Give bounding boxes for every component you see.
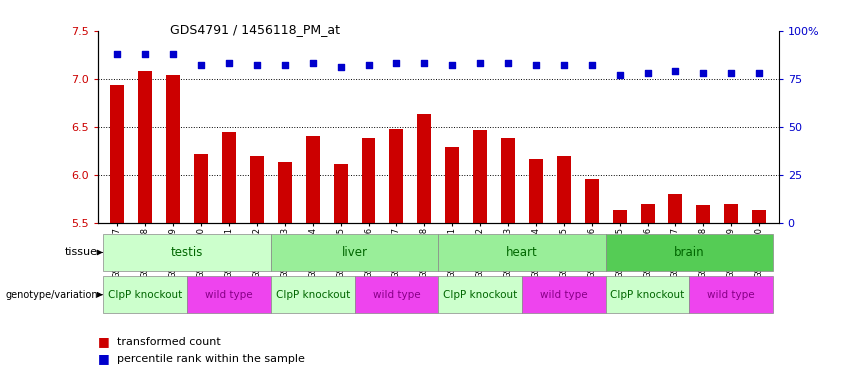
Bar — [187, 276, 271, 313]
Bar — [689, 276, 773, 313]
Bar — [277, 162, 292, 223]
Text: wild type: wild type — [205, 290, 253, 300]
Text: percentile rank within the sample: percentile rank within the sample — [117, 354, 305, 364]
Bar — [445, 147, 460, 223]
Bar — [724, 204, 738, 223]
Point — [752, 70, 766, 76]
Bar — [668, 194, 683, 223]
Point — [557, 62, 571, 68]
Text: wild type: wild type — [540, 290, 588, 300]
Bar — [194, 154, 208, 223]
Point — [167, 51, 180, 57]
Point — [390, 60, 403, 66]
Text: heart: heart — [506, 246, 538, 259]
Point — [641, 70, 654, 76]
Text: brain: brain — [674, 246, 705, 259]
Bar — [166, 75, 180, 223]
Point — [501, 60, 515, 66]
Point — [418, 60, 431, 66]
Bar — [362, 138, 375, 223]
Point — [334, 64, 347, 70]
Text: transformed count: transformed count — [117, 337, 220, 347]
Point — [362, 62, 375, 68]
Point — [473, 60, 487, 66]
Bar — [557, 156, 571, 223]
Bar — [417, 114, 431, 223]
Text: ■: ■ — [98, 335, 110, 348]
Text: tissue: tissue — [65, 247, 98, 258]
Point — [724, 70, 738, 76]
Bar — [250, 156, 264, 223]
Bar — [355, 276, 438, 313]
Point — [194, 62, 208, 68]
Point — [445, 62, 459, 68]
Bar — [606, 276, 689, 313]
Text: ■: ■ — [98, 353, 110, 366]
Point — [613, 72, 626, 78]
Bar — [306, 136, 320, 223]
Bar — [696, 205, 711, 223]
Bar — [104, 276, 187, 313]
Text: ClpP knockout: ClpP knockout — [108, 290, 182, 300]
Text: ClpP knockout: ClpP knockout — [276, 290, 350, 300]
Text: testis: testis — [171, 246, 203, 259]
Point — [669, 68, 683, 74]
Bar — [473, 130, 487, 223]
Point — [111, 51, 124, 57]
Bar — [139, 71, 152, 223]
Bar — [529, 159, 543, 223]
Point — [585, 62, 598, 68]
Bar — [271, 276, 355, 313]
Bar — [501, 138, 515, 223]
Text: wild type: wild type — [707, 290, 755, 300]
Text: liver: liver — [341, 246, 368, 259]
Text: wild type: wild type — [373, 290, 420, 300]
Bar — [585, 179, 599, 223]
Bar — [334, 164, 347, 223]
Bar — [222, 132, 236, 223]
Point — [250, 62, 264, 68]
Point — [529, 62, 543, 68]
Bar — [111, 86, 124, 223]
Text: GDS4791 / 1456118_PM_at: GDS4791 / 1456118_PM_at — [170, 23, 340, 36]
Bar — [104, 234, 271, 271]
Point — [278, 62, 292, 68]
Bar — [606, 234, 773, 271]
Bar — [438, 234, 606, 271]
Point — [139, 51, 152, 57]
Bar — [390, 129, 403, 223]
Text: ClpP knockout: ClpP knockout — [610, 290, 685, 300]
Bar — [752, 210, 766, 223]
Bar — [438, 276, 522, 313]
Bar — [271, 234, 438, 271]
Text: genotype/variation: genotype/variation — [5, 290, 98, 300]
Bar — [522, 276, 606, 313]
Bar — [613, 210, 626, 223]
Point — [222, 60, 236, 66]
Bar — [641, 204, 654, 223]
Text: ClpP knockout: ClpP knockout — [443, 290, 517, 300]
Point — [696, 70, 710, 76]
Point — [306, 60, 319, 66]
